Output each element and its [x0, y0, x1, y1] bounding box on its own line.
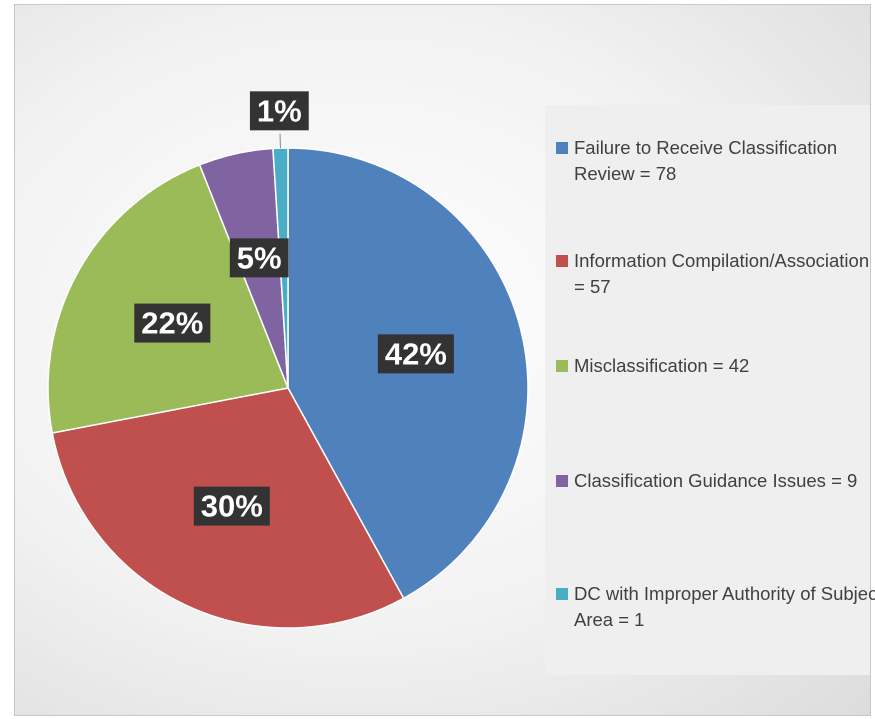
data-label-box — [229, 238, 289, 278]
legend-entry: Misclassification = 42 — [556, 353, 875, 379]
legend-entry: Failure to Receive Classification Review… — [556, 135, 875, 187]
pie-slice — [47, 163, 290, 434]
legend-label: Failure to Receive Classification Review… — [574, 137, 838, 184]
legend-swatch — [556, 142, 568, 154]
legend-entry: Classification Guidance Issues = 9 — [556, 468, 875, 494]
legend-entry: DC with Improper Authority of Subject Ar… — [556, 581, 875, 633]
legend-swatch — [556, 588, 568, 600]
data-label-box — [193, 486, 270, 526]
data-label: 22% — [141, 306, 203, 341]
legend-label: Information Compilation/Association = 57 — [574, 250, 870, 297]
legend-entry: Information Compilation/Association = 57 — [556, 248, 875, 300]
data-label: 5% — [237, 240, 282, 275]
data-label: 42% — [385, 336, 447, 371]
data-label-box — [134, 303, 211, 343]
legend-swatch — [556, 255, 568, 267]
legend-label: DC with Improper Authority of Subject Ar… — [574, 583, 875, 630]
data-label-box — [377, 334, 454, 374]
legend-label: Misclassification = 42 — [574, 355, 750, 376]
legend-label: Classification Guidance Issues = 9 — [574, 470, 858, 491]
data-label: 1% — [257, 93, 302, 128]
data-label-box — [249, 91, 309, 131]
legend-swatch — [556, 475, 568, 487]
legend: Failure to Receive Classification Review… — [545, 105, 875, 675]
legend-swatch — [556, 360, 568, 372]
data-label: 30% — [201, 489, 263, 524]
